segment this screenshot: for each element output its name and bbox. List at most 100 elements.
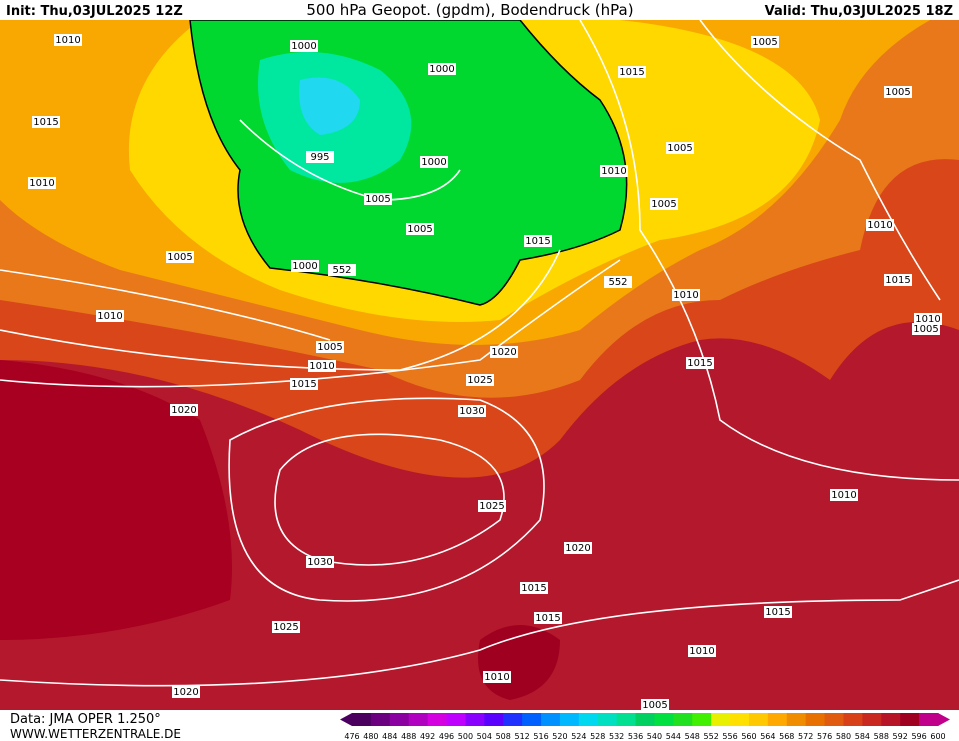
isobar-label: 1005 xyxy=(407,224,432,235)
colorbar-tick-label: 592 xyxy=(893,732,908,741)
isobar-label: 1025 xyxy=(479,501,504,512)
isobar-label: 1030 xyxy=(459,406,484,417)
isobar-label-bg xyxy=(490,346,518,358)
header-bar xyxy=(0,0,959,20)
colorbar-tick-label: 532 xyxy=(609,732,624,741)
isobar-label-bg xyxy=(600,165,628,177)
isobar-label: 1015 xyxy=(291,379,316,390)
isobar-label-bg xyxy=(751,36,779,48)
isobar-label: 1015 xyxy=(765,607,790,618)
isobar-label: 1015 xyxy=(525,236,550,247)
colorbar-bin xyxy=(692,713,712,726)
isobar-label: 1005 xyxy=(317,342,342,353)
isobar-label-bg xyxy=(688,645,716,657)
isobar-label-bg xyxy=(564,542,592,554)
isobar-label-bg xyxy=(96,310,124,322)
colorbar-tick-label: 544 xyxy=(666,732,681,741)
colorbar-bin xyxy=(673,713,693,726)
colorbar-bin xyxy=(881,713,901,726)
isobar-label: 1015 xyxy=(521,583,546,594)
isobar-label-bg xyxy=(172,686,200,698)
isobar-label: 1010 xyxy=(673,290,698,301)
isobar-label-bg xyxy=(466,374,494,386)
colorbar-bin xyxy=(465,713,485,726)
colorbar-bin xyxy=(862,713,882,726)
isobar-label-bg xyxy=(618,66,646,78)
colorbar-bin xyxy=(900,713,920,726)
colorbar-tick-label: 556 xyxy=(722,732,737,741)
isobar-label: 1020 xyxy=(171,405,196,416)
isobar-label-bg xyxy=(166,251,194,263)
colorbar-tick-label: 600 xyxy=(930,732,945,741)
colorbar-bin xyxy=(786,713,807,726)
isobar-label: 1005 xyxy=(913,324,938,335)
map-title: 500 hPa Geopot. (gpdm), Bodendruck (hPa) xyxy=(306,1,633,19)
isobar-label: 1000 xyxy=(429,64,454,75)
colorbar-bin xyxy=(389,713,410,726)
colorbar-tick-label: 536 xyxy=(628,732,643,741)
isobar-label-bg xyxy=(884,274,912,286)
isobar-label-bg xyxy=(604,276,632,288)
isobar-label-bg xyxy=(291,260,319,272)
isobar-label-bg xyxy=(428,63,456,75)
isobar-label: 1000 xyxy=(421,157,446,168)
isobar-label-bg xyxy=(54,34,82,46)
isobar-label: 1010 xyxy=(831,490,856,501)
valid-time: Valid: Thu,03JUL2025 18Z xyxy=(765,4,953,19)
colorbar-bin xyxy=(597,713,618,726)
isobar-label-bg xyxy=(406,223,434,235)
isobar-label-bg xyxy=(306,556,334,568)
isobar-label: 1010 xyxy=(915,314,940,325)
colorbar-tick-label: 476 xyxy=(344,732,359,741)
isobar-label: 1010 xyxy=(309,361,334,372)
isobar-label: 1030 xyxy=(307,557,332,568)
isobar-label-bg xyxy=(328,264,356,276)
colorbar-tick-label: 540 xyxy=(647,732,662,741)
colorbar-tick-label: 560 xyxy=(741,732,756,741)
isobar-label: 1010 xyxy=(867,220,892,231)
isobar-label-bg xyxy=(866,219,894,231)
isobar-label: 1005 xyxy=(667,143,692,154)
colorbar-bin xyxy=(711,713,731,726)
isobar-label: 1000 xyxy=(292,261,317,272)
isobar-label-bg xyxy=(672,289,700,301)
isobar-label: 1010 xyxy=(55,35,80,46)
colorbar-tick-label: 504 xyxy=(477,732,492,741)
isobar-label-bg xyxy=(316,341,344,353)
map-background xyxy=(0,19,959,710)
colorbar-tick-label: 500 xyxy=(458,732,473,741)
colorbar-bin xyxy=(730,713,750,726)
colorbar-tick-label: 564 xyxy=(760,732,775,741)
isobar-label-bg xyxy=(458,405,486,417)
isobar-label-bg xyxy=(764,606,792,618)
colorbar-tick-label: 524 xyxy=(571,732,586,741)
colorbar-bin xyxy=(503,713,523,726)
colorbar-low-arrow xyxy=(340,713,352,726)
colorbar-bin xyxy=(559,713,580,726)
colorbar-tick-label: 496 xyxy=(439,732,454,741)
isobar-label-bg xyxy=(524,235,552,247)
colorbar-tick-label: 552 xyxy=(704,732,719,741)
isobar-label: 995 xyxy=(310,152,329,163)
isobar-label: 1010 xyxy=(601,166,626,177)
isobar-label: 1015 xyxy=(535,613,560,624)
init-time: Init: Thu,03JUL2025 12Z xyxy=(6,4,183,19)
isobar-label-bg xyxy=(290,40,318,52)
colorbar-high-arrow xyxy=(938,713,950,726)
isobar-label: 1015 xyxy=(885,275,910,286)
isobar-label-bg xyxy=(478,500,506,512)
isobar-label-bg xyxy=(28,177,56,189)
isobar-label-bg xyxy=(290,378,318,390)
isobar-label: 1005 xyxy=(651,199,676,210)
colorbar-bin xyxy=(352,713,372,726)
colorbar-tick-label: 576 xyxy=(817,732,832,741)
isobar-label: 1000 xyxy=(291,41,316,52)
colorbar-tick-label: 484 xyxy=(382,732,397,741)
isobar-label-bg xyxy=(914,313,942,325)
colorbar-tick-label: 584 xyxy=(855,732,870,741)
isobar-label-bg xyxy=(686,357,714,369)
isobar-label: 1015 xyxy=(619,67,644,78)
colorbar-bin xyxy=(370,713,391,726)
isobar-label: 1015 xyxy=(33,117,58,128)
colorbar-tick-label: 588 xyxy=(874,732,889,741)
